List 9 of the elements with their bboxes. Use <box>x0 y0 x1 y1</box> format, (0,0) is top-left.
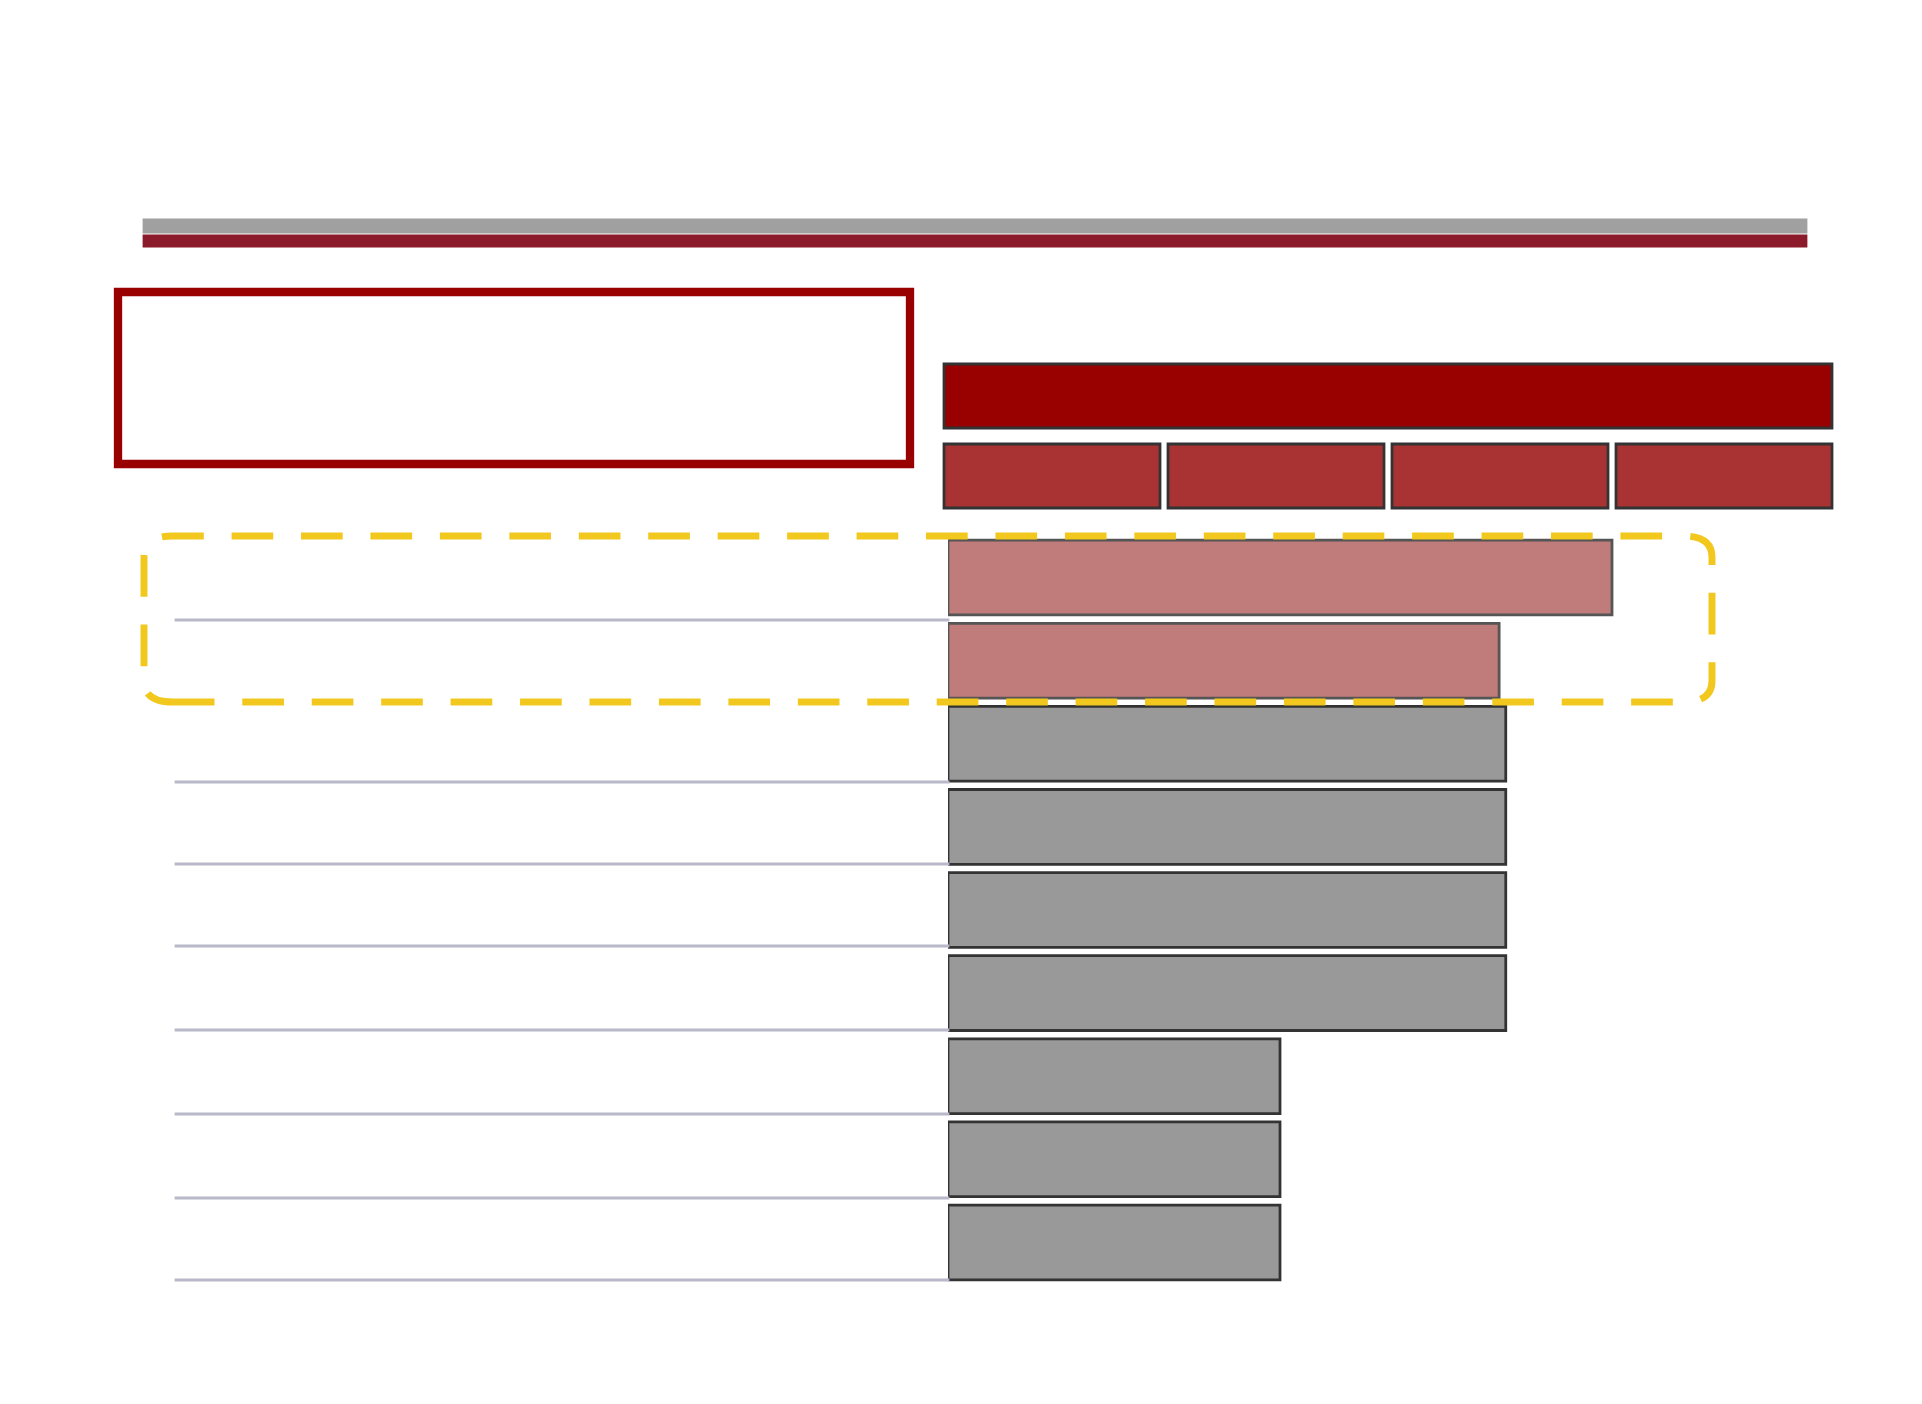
bar <box>948 1037 1282 1116</box>
bar <box>948 1203 1282 1282</box>
bar <box>948 1120 1282 1199</box>
bar <box>948 788 1508 866</box>
bar <box>948 704 1508 783</box>
bar <box>948 621 1501 700</box>
bar <box>948 954 1508 1032</box>
bar <box>948 538 1614 617</box>
bar <box>948 871 1508 949</box>
